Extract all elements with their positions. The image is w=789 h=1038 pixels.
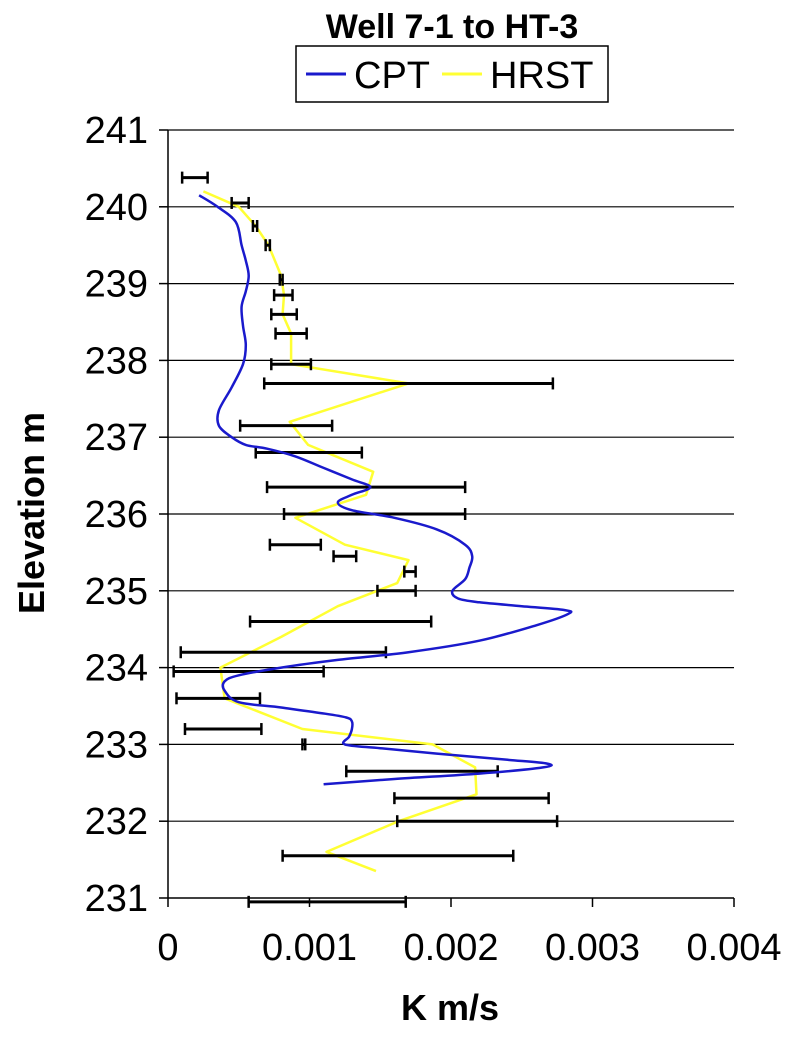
y-tick-label: 232	[85, 801, 148, 843]
error-bar	[274, 327, 308, 340]
error-bar	[265, 481, 467, 494]
error-bar	[251, 220, 259, 232]
y-tick-label: 233	[85, 724, 148, 766]
y-tick-label: 241	[85, 110, 148, 152]
x-tick-label: 0.003	[545, 927, 640, 969]
error-bar	[175, 692, 262, 705]
error-bar	[248, 615, 433, 628]
x-tick-label: 0.001	[262, 927, 357, 969]
chart-title: Well 7-1 to HT-3	[326, 8, 579, 46]
x-tick-label: 0.002	[403, 927, 498, 969]
error-bar	[268, 538, 323, 551]
error-bar	[262, 377, 555, 390]
y-tick-label: 238	[85, 340, 148, 382]
x-axis-label: K m/s	[401, 987, 499, 1028]
y-tick-label: 239	[85, 264, 148, 306]
y-tick-label: 234	[85, 648, 148, 690]
error-bar	[403, 565, 417, 578]
error-bar	[183, 723, 263, 736]
error-bar	[272, 289, 294, 302]
gridlines	[168, 129, 734, 822]
y-tick-label: 235	[85, 571, 148, 613]
error-bar	[179, 646, 388, 659]
legend: CPT HRST	[295, 45, 609, 103]
y-tick-labels: 231 232 233 234 235 236 237 238 239 240 241	[85, 110, 148, 920]
legend-label-cpt: CPT	[354, 55, 430, 97]
hrst-series	[202, 190, 478, 873]
error-bar	[230, 196, 250, 209]
y-tick-label: 237	[85, 417, 148, 459]
error-bar	[172, 665, 325, 678]
error-bar	[254, 446, 364, 459]
error-bars	[172, 171, 559, 908]
y-tick-label: 236	[85, 494, 148, 536]
legend-label-hrst: HRST	[490, 55, 593, 97]
error-bar	[180, 171, 209, 184]
error-bar	[332, 550, 358, 563]
x-tick-label: 0	[157, 927, 178, 969]
cpt-series	[198, 194, 573, 786]
error-bar	[238, 419, 334, 432]
hrst-line	[202, 190, 478, 873]
error-bar	[395, 815, 559, 828]
error-bar	[264, 239, 272, 252]
error-bar	[270, 358, 313, 371]
y-tick-label: 231	[85, 878, 148, 920]
x-tick-label: 0.004	[686, 927, 781, 969]
error-bar	[376, 584, 417, 597]
x-tick-labels: 0 0.001 0.002 0.003 0.004	[157, 927, 781, 969]
error-bar	[270, 308, 299, 321]
error-bar	[281, 849, 515, 862]
error-bar	[301, 738, 307, 751]
error-bar	[393, 792, 550, 805]
error-bar	[278, 273, 284, 286]
cpt-line	[198, 194, 573, 786]
y-tick-label: 240	[85, 187, 148, 229]
y-axis-label: Elevation m	[11, 412, 52, 614]
axes	[159, 129, 735, 907]
